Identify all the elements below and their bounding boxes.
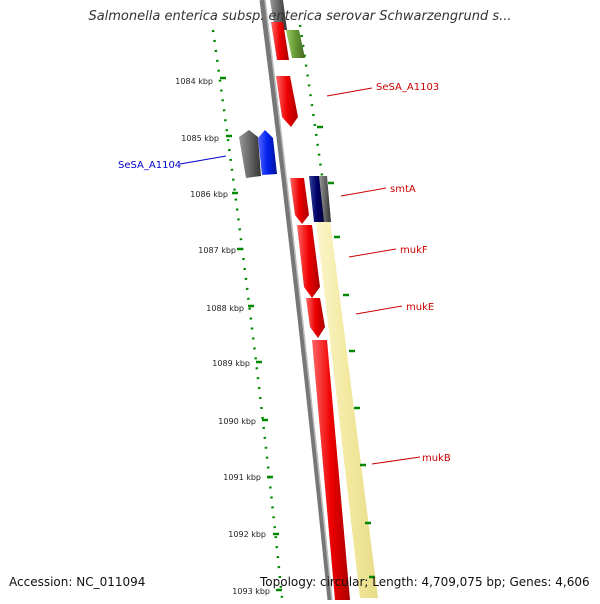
gene-features [239, 0, 350, 600]
genome-backbone [259, 0, 333, 601]
accession-label: Accession: NC_011094 [9, 575, 146, 589]
gene-labels: SeSA_A1103 SeSA_A1104 smtA mukF mukE muk… [118, 82, 451, 464]
topology-label: Topology: circular; Length: 4,709,075 bp… [260, 575, 590, 589]
gene-olive[interactable] [286, 30, 305, 58]
tick-labels: 1084 kbp 1085 kbp 1086 kbp 1087 kbp 1088… [175, 77, 270, 596]
map-title: Salmonella enterica subsp. enterica sero… [88, 9, 512, 24]
gene-label-mukB[interactable]: mukB [422, 453, 451, 464]
tick-label-1090: 1090 kbp [218, 417, 256, 426]
gene-label-SeSA_A1104[interactable]: SeSA_A1104 [118, 160, 181, 171]
gene-label-SeSA_A1103[interactable]: SeSA_A1103 [376, 82, 439, 93]
gene-red-top-a[interactable] [271, 22, 289, 60]
gene-label-smtA[interactable]: smtA [390, 184, 416, 195]
gene-gray-mid[interactable] [239, 130, 261, 178]
gene-mukB[interactable] [312, 340, 350, 600]
gene-mukE[interactable] [306, 298, 325, 338]
tick-label-1093: 1093 kbp [232, 587, 270, 596]
tick-label-1086: 1086 kbp [190, 190, 228, 199]
gene-smtA[interactable] [290, 178, 309, 224]
major-ticks [220, 76, 375, 592]
gc-content-band [316, 220, 378, 598]
tick-label-1088: 1088 kbp [206, 304, 244, 313]
gene-label-mukF[interactable]: mukF [400, 245, 428, 256]
gene-mukF[interactable] [297, 225, 320, 298]
inner-tick-ring [211, 29, 284, 599]
gene-label-mukE[interactable]: mukE [406, 302, 434, 313]
label-leaders [179, 87, 421, 465]
genome-backbone-highlight [264, 0, 333, 601]
tick-label-1089: 1089 kbp [212, 359, 250, 368]
tick-label-1092: 1092 kbp [228, 530, 266, 539]
tick-label-1087: 1087 kbp [198, 246, 236, 255]
tick-label-1091: 1091 kbp [223, 473, 261, 482]
gene-gray-smtA[interactable] [319, 176, 331, 222]
tick-label-1084: 1084 kbp [175, 77, 213, 86]
gene-SeSA_A1103[interactable] [276, 76, 298, 127]
tick-label-1085: 1085 kbp [181, 134, 219, 143]
gene-SeSA_A1104[interactable] [258, 130, 277, 175]
